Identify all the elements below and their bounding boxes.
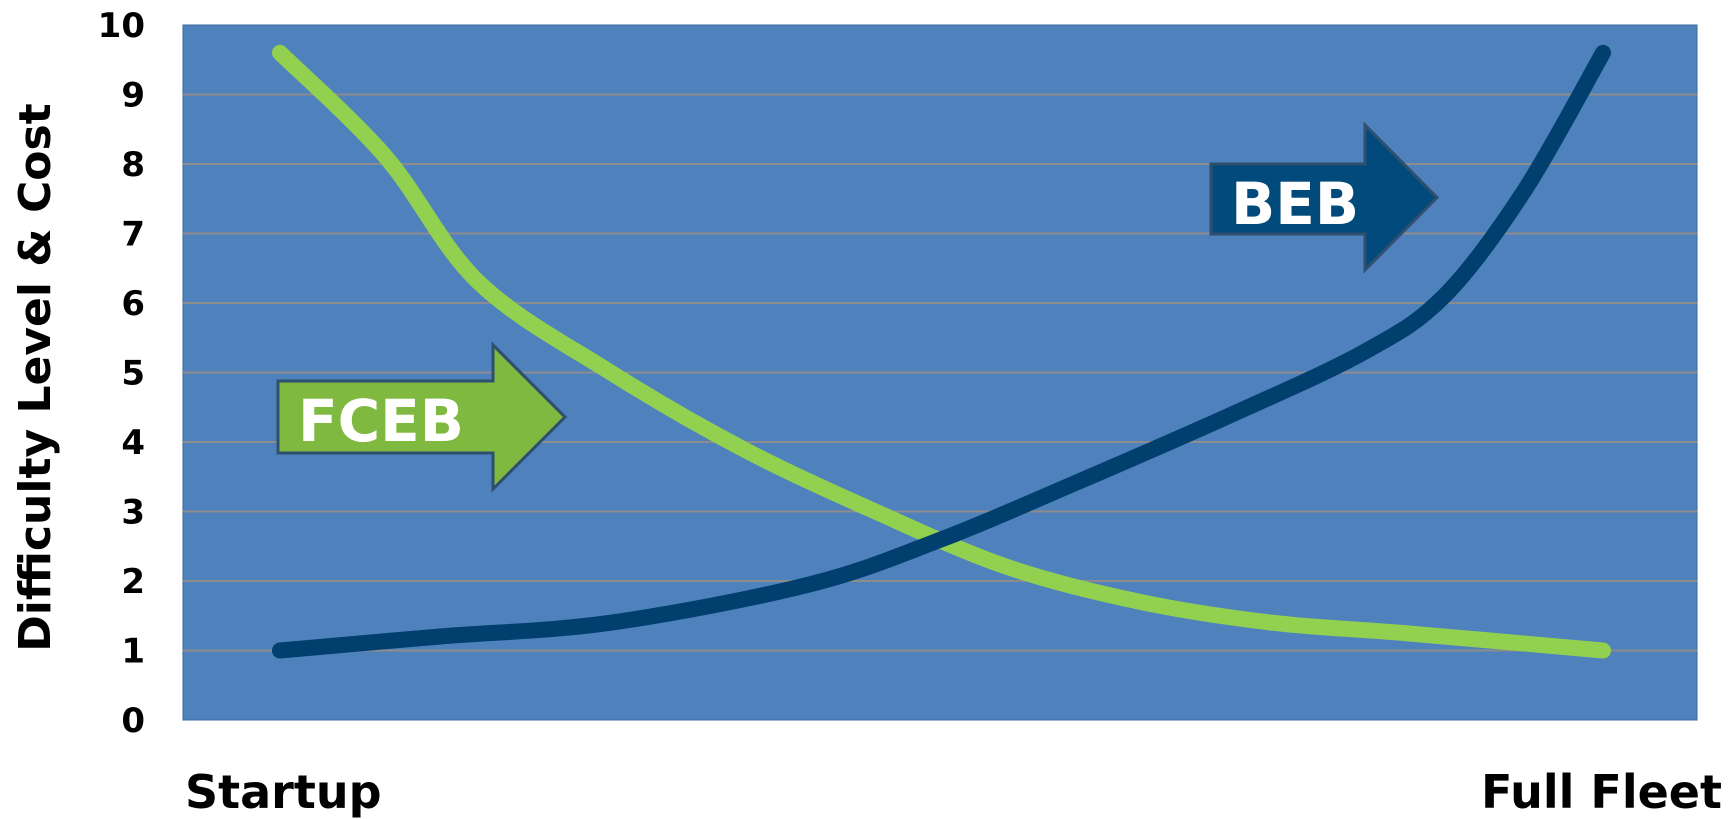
y-tick-label-7: 7 <box>121 215 145 255</box>
series-line-fceb <box>272 44 1611 659</box>
y-tick-label-4: 4 <box>121 423 145 463</box>
y-axis-label: Difficulty Level & Cost <box>10 103 61 651</box>
x-tick-label-full-fleet: Full Fleet <box>1481 765 1722 819</box>
x-tick-label-startup: Startup <box>185 765 382 819</box>
series-line-beb <box>272 44 1611 659</box>
y-tick-label-0: 0 <box>121 701 145 741</box>
annotation-arrow-fceb <box>276 341 568 493</box>
y-tick-label-3: 3 <box>121 493 145 533</box>
y-tick-label-8: 8 <box>121 145 145 185</box>
y-tick-label-9: 9 <box>121 76 145 116</box>
annotation-arrow-beb <box>1209 121 1440 274</box>
y-tick-label-2: 2 <box>121 562 145 602</box>
annotation-label-beb: BEB <box>1231 170 1359 238</box>
y-tick-label-5: 5 <box>121 354 145 394</box>
annotation-label-fceb: FCEB <box>298 387 464 455</box>
y-tick-label-6: 6 <box>121 284 145 324</box>
y-tick-label-1: 1 <box>121 632 145 672</box>
y-tick-label-10: 10 <box>98 6 145 46</box>
